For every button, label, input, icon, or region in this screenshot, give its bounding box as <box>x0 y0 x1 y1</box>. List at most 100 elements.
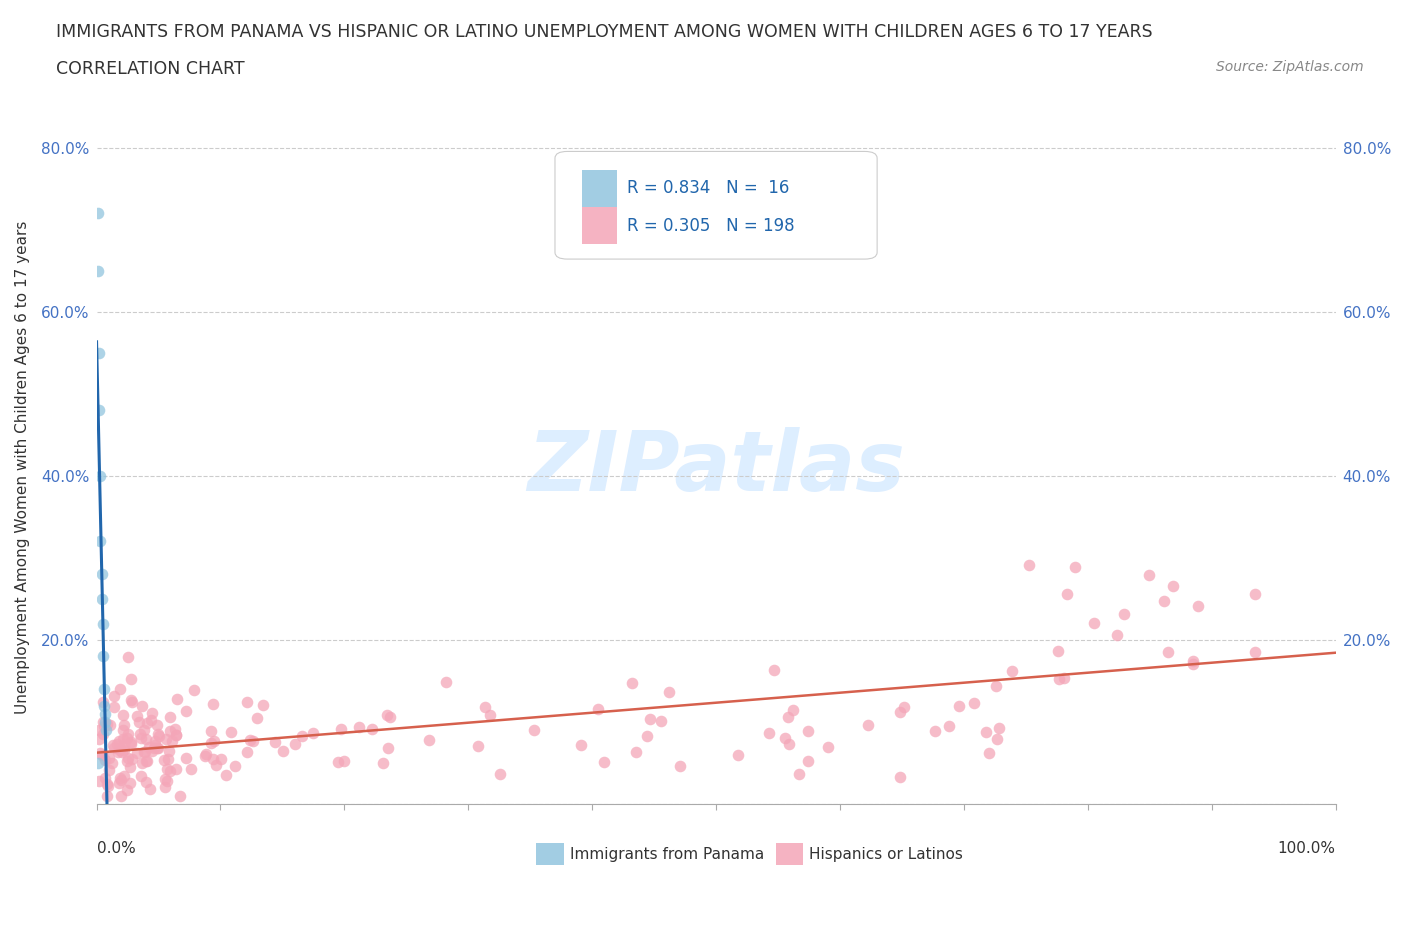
Point <box>1157 644 1180 659</box>
Point <box>166 692 188 707</box>
Point <box>219 724 242 739</box>
Point <box>112 738 135 753</box>
Point <box>986 732 1008 747</box>
Point <box>148 740 170 755</box>
Point <box>347 719 370 734</box>
Bar <box>582 207 617 245</box>
Text: 100.0%: 100.0% <box>1278 841 1336 856</box>
Point <box>209 751 232 766</box>
Point <box>1001 663 1024 678</box>
Point <box>98 751 121 765</box>
Point <box>658 684 681 699</box>
Point <box>132 744 155 759</box>
Y-axis label: Unemployment Among Women with Children Ages 6 to 17 years: Unemployment Among Women with Children A… <box>15 221 30 714</box>
Point <box>1187 598 1209 613</box>
Point <box>107 744 129 759</box>
Point <box>141 706 163 721</box>
Point <box>963 696 986 711</box>
Point <box>1052 671 1074 685</box>
Point <box>98 718 121 733</box>
Point <box>91 616 114 631</box>
Point <box>91 748 114 763</box>
Point <box>128 714 150 729</box>
Point <box>108 776 131 790</box>
Point <box>224 759 246 774</box>
Point <box>159 724 181 738</box>
Point <box>94 752 117 767</box>
Point <box>117 649 139 664</box>
Point <box>195 746 218 761</box>
Point <box>984 679 1007 694</box>
Point <box>101 756 124 771</box>
Point <box>121 695 143 710</box>
Point <box>89 534 111 549</box>
Point <box>758 725 780 740</box>
Point <box>796 753 818 768</box>
Point <box>93 695 115 710</box>
Point <box>165 728 187 743</box>
Point <box>889 704 911 719</box>
Point <box>174 751 197 765</box>
Point <box>148 729 170 744</box>
Point <box>129 731 152 746</box>
Point <box>1083 616 1105 631</box>
Point <box>87 773 110 788</box>
Point <box>96 717 118 732</box>
Point <box>132 723 155 737</box>
Point <box>111 732 134 747</box>
Point <box>153 779 176 794</box>
Point <box>93 682 115 697</box>
Point <box>142 741 165 756</box>
Point <box>96 789 118 804</box>
Point <box>108 771 131 786</box>
Point <box>169 789 191 804</box>
Point <box>120 692 142 707</box>
Point <box>134 745 156 760</box>
Point <box>135 732 157 747</box>
Point <box>143 734 166 749</box>
Point <box>246 711 269 725</box>
Point <box>146 741 169 756</box>
Point <box>101 737 124 752</box>
Point <box>467 738 489 753</box>
Text: ZIPatlas: ZIPatlas <box>527 427 905 508</box>
Point <box>112 718 135 733</box>
Point <box>117 726 139 741</box>
Point <box>569 737 592 752</box>
Point <box>90 591 112 606</box>
Point <box>111 723 134 737</box>
Point <box>131 698 153 713</box>
Point <box>1181 653 1204 668</box>
Point <box>620 675 643 690</box>
Point <box>183 683 205 698</box>
Point <box>118 775 141 790</box>
Point <box>96 723 118 737</box>
Point <box>115 753 138 768</box>
Text: R = 0.305   N = 198: R = 0.305 N = 198 <box>627 217 794 235</box>
Point <box>103 699 125 714</box>
Point <box>121 751 143 766</box>
Point <box>159 764 181 778</box>
Point <box>135 753 157 768</box>
Point <box>180 762 202 777</box>
Point <box>239 733 262 748</box>
Point <box>1244 587 1267 602</box>
Point <box>131 756 153 771</box>
Point <box>1244 644 1267 659</box>
Point <box>96 777 118 791</box>
Point <box>127 746 149 761</box>
Point <box>117 751 139 765</box>
Point <box>200 735 222 750</box>
Point <box>638 711 661 726</box>
Point <box>624 745 647 760</box>
Point <box>120 735 142 750</box>
Point <box>271 744 294 759</box>
Point <box>326 754 349 769</box>
Point <box>159 710 181 724</box>
Point <box>636 728 658 743</box>
Point <box>948 698 970 713</box>
Point <box>489 766 512 781</box>
Point <box>89 732 111 747</box>
Point <box>156 773 179 788</box>
FancyBboxPatch shape <box>555 152 877 259</box>
